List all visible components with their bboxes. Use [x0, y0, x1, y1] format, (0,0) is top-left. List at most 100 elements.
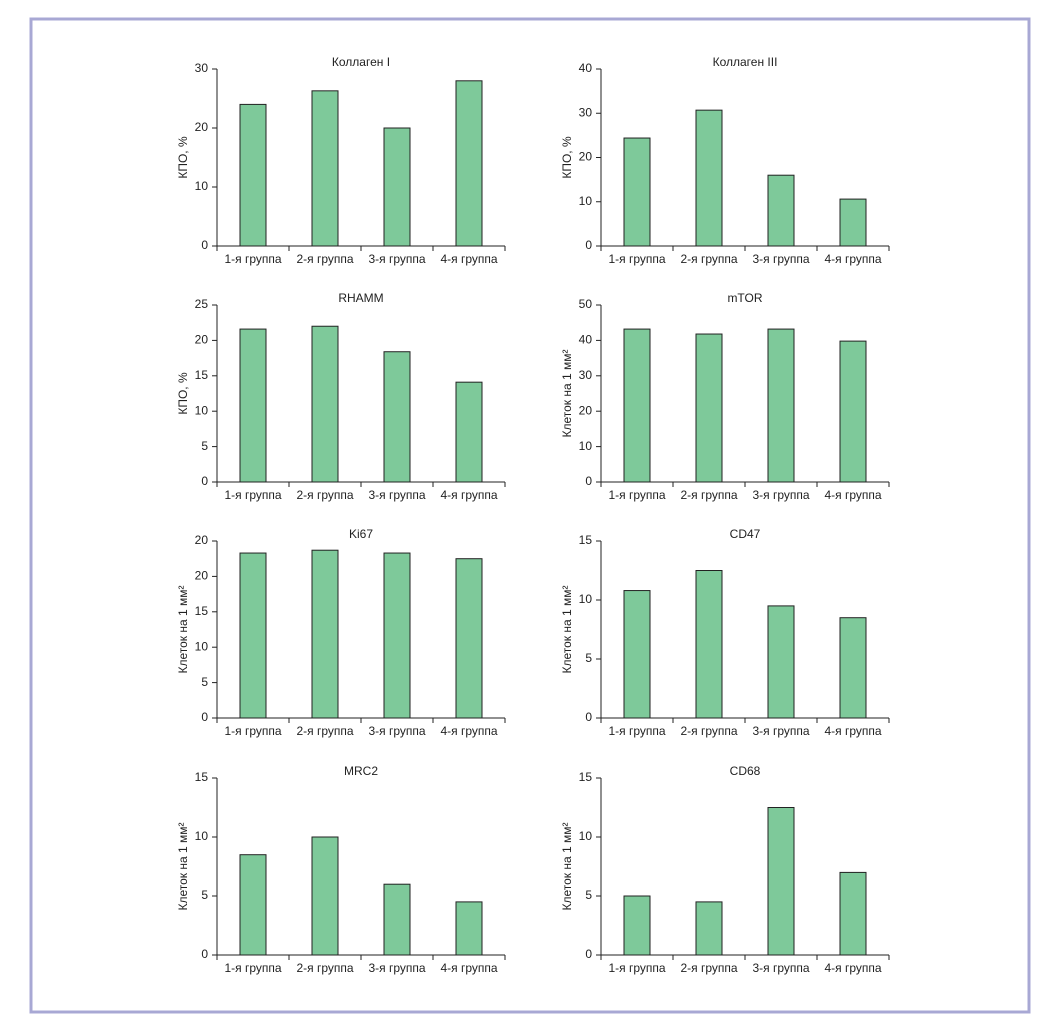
y-tick-label: 5	[585, 888, 592, 902]
bar	[623, 328, 651, 483]
y-tick-label: 40	[579, 61, 593, 75]
bar	[311, 549, 339, 719]
x-tick-label: 1-я группа	[608, 488, 665, 502]
bar	[839, 340, 867, 483]
x-tick-label: 3-я группа	[752, 252, 809, 266]
x-tick-label: 3-я группа	[752, 488, 809, 502]
x-tick-label: 4-я группа	[824, 252, 881, 266]
y-tick-label: 20	[195, 120, 209, 134]
y-tick-label: 0	[201, 474, 208, 488]
bar	[839, 871, 867, 956]
y-tick-label: 10	[195, 829, 209, 843]
x-tick-label: 4-я группа	[440, 252, 497, 266]
x-tick-label: 3-я группа	[368, 724, 425, 738]
x-tick-label: 2-я группа	[680, 961, 737, 975]
y-tick-label: 20	[195, 533, 209, 547]
chart-title: CD68	[730, 764, 761, 778]
x-tick-label: 3-я группа	[752, 961, 809, 975]
y-tick-label: 0	[201, 238, 208, 252]
y-tick-label: 0	[201, 710, 208, 724]
x-tick-label: 2-я группа	[680, 252, 737, 266]
bar	[311, 90, 339, 247]
x-tick-label: 2-я группа	[296, 724, 353, 738]
y-tick-label: 10	[195, 179, 209, 193]
bar	[455, 381, 483, 483]
x-tick-label: 4-я группа	[440, 724, 497, 738]
x-tick-label: 4-я группа	[440, 961, 497, 975]
x-tick-label: 1-я группа	[224, 488, 281, 502]
x-tick-label: 4-я группа	[824, 724, 881, 738]
y-tick-label: 0	[585, 238, 592, 252]
x-tick-label: 1-я группа	[224, 961, 281, 975]
chart-title: Коллаген III	[713, 55, 778, 69]
y-tick-label: 0	[201, 947, 208, 961]
bar	[239, 328, 267, 483]
y-axis-label: КПО, %	[560, 136, 574, 179]
bar	[239, 854, 267, 956]
x-tick-label: 4-я группа	[824, 488, 881, 502]
y-tick-label: 40	[579, 333, 593, 347]
x-tick-label: 2-я группа	[680, 488, 737, 502]
bar	[623, 590, 651, 719]
y-tick-label: 10	[195, 639, 209, 653]
frame	[29, 17, 1031, 1014]
bar	[695, 333, 723, 483]
bar	[695, 109, 723, 247]
x-tick-label: 2-я группа	[296, 252, 353, 266]
bar	[311, 325, 339, 483]
x-tick-label: 3-я группа	[368, 488, 425, 502]
x-tick-label: 2-я группа	[680, 724, 737, 738]
y-axis-label: Клеток на 1 мм²	[560, 585, 574, 673]
y-tick-label: 0	[585, 710, 592, 724]
chart-title: Коллаген I	[332, 55, 390, 69]
bar	[839, 617, 867, 719]
bar	[383, 552, 411, 719]
y-tick-label: 20	[579, 403, 593, 417]
y-tick-label: 10	[579, 829, 593, 843]
bar	[455, 80, 483, 247]
bar	[383, 883, 411, 956]
chart-title: RHAMM	[338, 291, 383, 305]
x-tick-label: 3-я группа	[368, 961, 425, 975]
y-tick-label: 10	[579, 439, 593, 453]
y-tick-label: 20	[579, 150, 593, 164]
y-tick-label: 15	[195, 368, 209, 382]
y-tick-label: 10	[195, 403, 209, 417]
bar	[839, 198, 867, 247]
y-tick-label: 20	[195, 569, 209, 583]
y-axis-label: КПО, %	[176, 136, 190, 179]
y-tick-label: 5	[201, 439, 208, 453]
bar	[767, 328, 795, 483]
x-tick-label: 1-я группа	[608, 724, 665, 738]
chart-title: MRC2	[344, 764, 378, 778]
bar	[767, 605, 795, 719]
bar	[239, 552, 267, 719]
bar	[695, 570, 723, 719]
y-axis-label: Клеток на 1 мм²	[176, 585, 190, 673]
y-tick-label: 10	[579, 592, 593, 606]
bar	[311, 836, 339, 956]
y-axis-label: Клеток на 1 мм²	[560, 822, 574, 910]
x-tick-label: 3-я группа	[368, 252, 425, 266]
y-tick-label: 10	[579, 194, 593, 208]
y-tick-label: 30	[195, 61, 209, 75]
y-tick-label: 0	[585, 947, 592, 961]
x-tick-label: 1-я группа	[608, 252, 665, 266]
y-tick-label: 5	[585, 651, 592, 665]
y-tick-label: 20	[195, 333, 209, 347]
y-tick-label: 50	[579, 297, 593, 311]
x-tick-label: 2-я группа	[296, 488, 353, 502]
bar	[767, 807, 795, 956]
y-tick-label: 30	[579, 105, 593, 119]
y-axis-label: Клеток на 1 мм²	[176, 822, 190, 910]
y-tick-label: 15	[579, 770, 593, 784]
x-tick-label: 4-я группа	[440, 488, 497, 502]
chart-title: CD47	[730, 527, 761, 541]
y-tick-label: 0	[585, 474, 592, 488]
y-tick-label: 25	[195, 297, 209, 311]
bar	[623, 895, 651, 956]
y-axis-label: КПО, %	[176, 372, 190, 415]
y-axis-label: Клеток на 1 мм²	[560, 349, 574, 437]
bar	[383, 127, 411, 247]
x-tick-label: 1-я группа	[608, 961, 665, 975]
